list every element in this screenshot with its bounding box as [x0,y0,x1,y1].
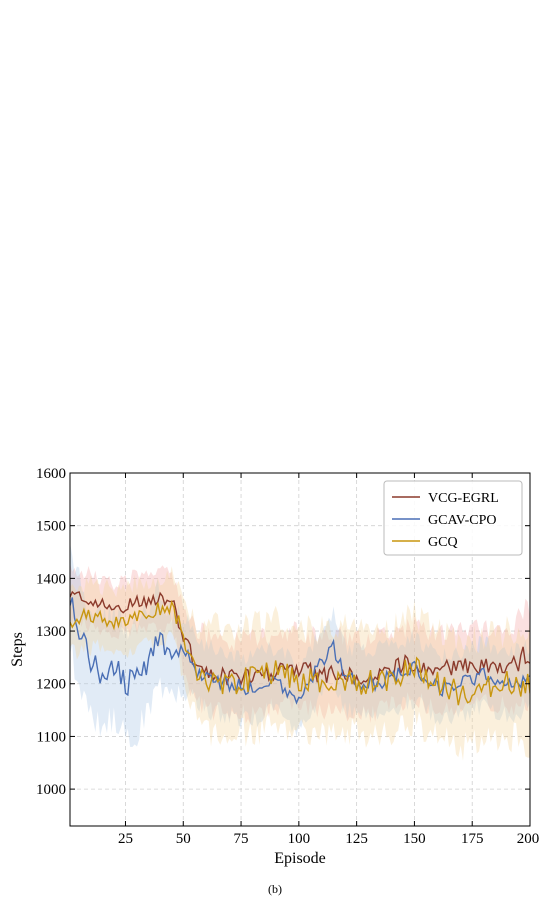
legend-label: VCG-EGRL [428,491,499,506]
x-tick-label: 50 [176,831,191,847]
clip-left [0,465,70,834]
panel-caption: (b) [268,882,282,896]
series-line-gcq [69,599,531,706]
x-tick-label: 75 [234,831,249,847]
x-tick-label: 150 [403,831,426,847]
y-tick-label: 1400 [36,571,66,587]
legend: VCG-EGRL GCAV-CPO GCQ [383,480,523,556]
x-tick-label: 25 [118,831,133,847]
x-tick-label: 125 [345,831,368,847]
clip-top [0,0,550,473]
legend-box [383,480,523,556]
band-gcq [70,566,530,761]
x-tick-label: 100 [288,831,311,847]
clip-right [530,465,550,834]
x-axis-label: Episode [274,850,326,867]
legend-label: GCQ [428,535,458,550]
x-tick-label: 175 [461,831,484,847]
legend-label: GCAV-CPO [428,513,496,528]
axes-frame [69,472,531,827]
band-vcg-egrl [70,563,530,724]
y-tick-label: 1500 [36,519,66,535]
clip-bottom [0,826,550,834]
y-tick-label: 1200 [36,677,66,693]
band-gcav-cpo [70,542,530,747]
x-tick-label: 200 [517,831,540,847]
series-line-gcav-cpo [69,597,531,705]
series-line-vcg-egrl [69,590,531,686]
y-tick-label: 1300 [36,624,66,640]
y-tick-label: 1600 [36,466,66,482]
y-tick-label: 1000 [36,782,66,798]
y-axis-label: Steps [9,632,26,667]
y-tick-label: 1100 [37,729,66,745]
